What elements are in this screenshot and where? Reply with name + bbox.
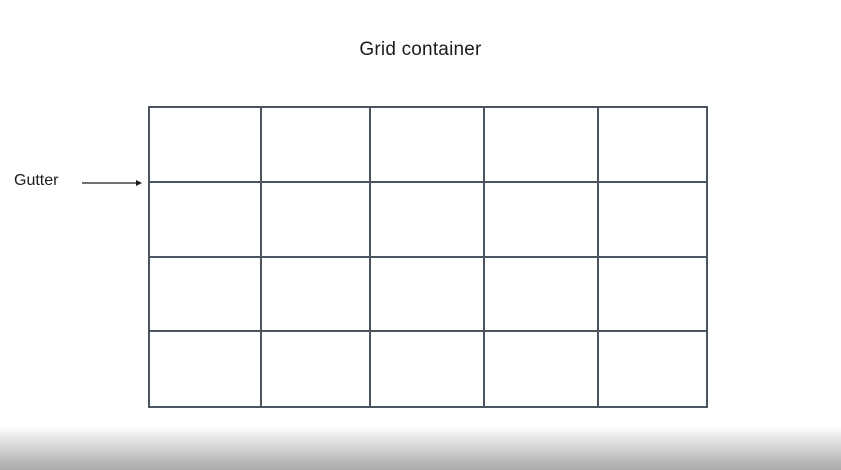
arrow-right-icon bbox=[82, 180, 142, 186]
bottom-shadow bbox=[0, 426, 841, 470]
grid-container bbox=[148, 106, 708, 408]
gutter-label: Gutter bbox=[14, 172, 59, 189]
diagram-title: Grid container bbox=[359, 39, 482, 60]
